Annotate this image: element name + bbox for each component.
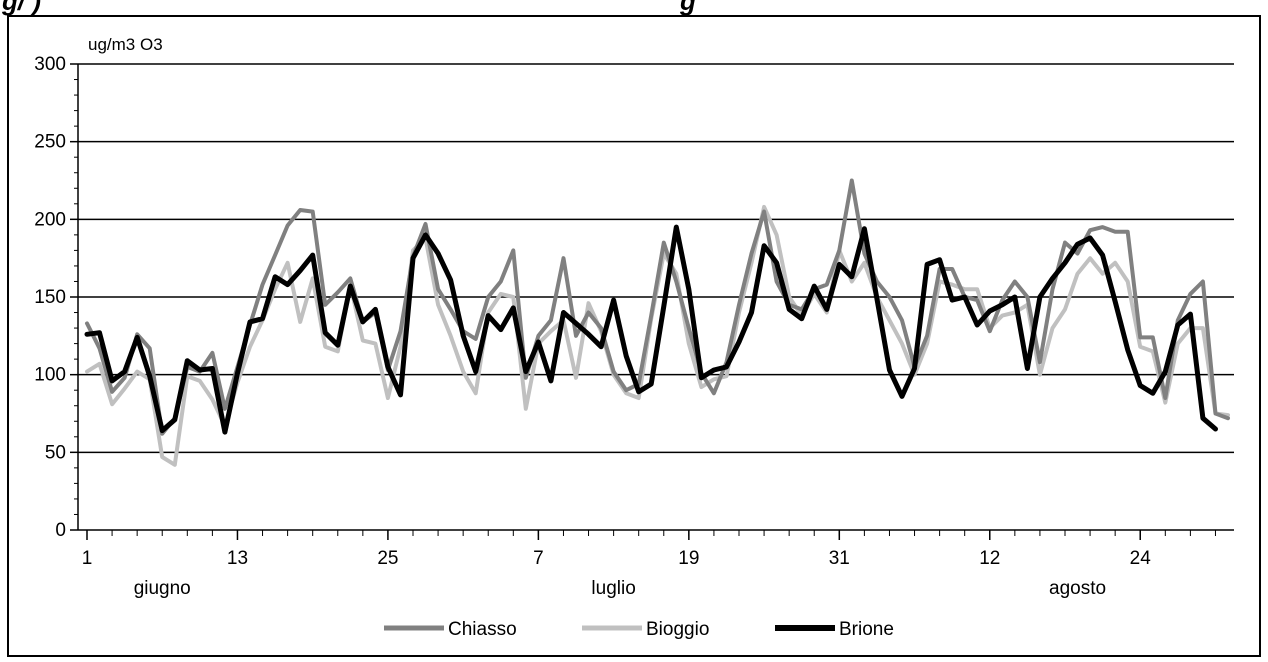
x-tick-label: 24 — [1130, 548, 1152, 569]
y-tick-label: 100 — [34, 365, 66, 386]
legend-label-brione: Brione — [839, 619, 894, 640]
y-tick-label: 250 — [34, 132, 66, 153]
x-tick-label: 19 — [678, 548, 699, 569]
y-tick-label: 200 — [34, 209, 66, 230]
x-tick-label: 31 — [829, 548, 850, 569]
y-tick-label: 50 — [45, 442, 66, 463]
chart-frame — [7, 15, 1261, 657]
series-line-brione — [84, 224, 1218, 435]
y-tick-label: 0 — [55, 520, 66, 541]
y-tick-label: 150 — [34, 287, 66, 308]
month-label: agosto — [1049, 578, 1106, 599]
legend-label-chiasso: Chiasso — [448, 619, 517, 640]
x-axis-ticks: 1 13 25 7 19 31 12 24 — [82, 530, 1216, 569]
legend-label-bioggio: Bioggio — [646, 619, 709, 640]
x-tick-label: 25 — [377, 548, 398, 569]
x-tick-label: 1 — [82, 548, 93, 569]
y-tick-label: 300 — [34, 54, 66, 75]
x-tick-label: 12 — [979, 548, 1000, 569]
x-tick-label: 7 — [533, 548, 544, 569]
month-label: giugno — [134, 578, 191, 599]
y-axis-ticks: 0 50 100 150 200 250 300 — [34, 54, 78, 541]
x-tick-label: 13 — [227, 548, 248, 569]
month-label: luglio — [591, 578, 635, 599]
y-axis-unit-label: ug/m3 O3 — [88, 35, 163, 54]
month-labels: giugno luglio agosto — [134, 578, 1106, 599]
title-fragment-left: g/ ) — [1, 0, 41, 16]
series-lines — [84, 178, 1230, 467]
series-line-chiasso — [85, 178, 1230, 436]
legend: Chiasso Bioggio Brione — [384, 619, 894, 640]
title-fragment-right: g — [679, 0, 696, 16]
